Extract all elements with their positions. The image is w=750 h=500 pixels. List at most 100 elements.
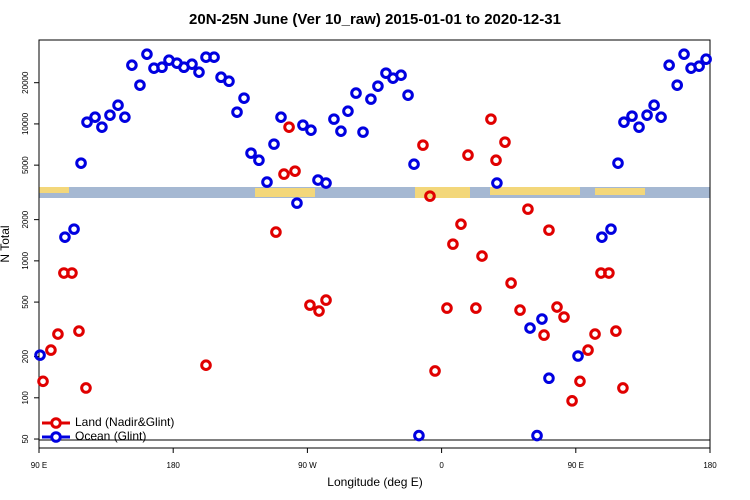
- legend-marker: [50, 417, 62, 429]
- point: [589, 328, 601, 340]
- point: [305, 124, 317, 136]
- point: [491, 177, 503, 189]
- point: [372, 80, 384, 92]
- point: [641, 109, 653, 121]
- legend-label: Land (Nadir&Glint): [75, 415, 174, 429]
- point: [313, 305, 325, 317]
- point: [551, 301, 563, 313]
- point: [395, 69, 407, 81]
- point: [605, 223, 617, 235]
- point: [618, 116, 630, 128]
- point: [268, 138, 280, 150]
- point: [476, 250, 488, 262]
- map-ocean: [39, 187, 710, 198]
- point: [297, 119, 309, 131]
- y-tick-label: 10000: [21, 112, 30, 135]
- point: [350, 87, 362, 99]
- point: [543, 224, 555, 236]
- y-tick-label: 2000: [21, 210, 30, 228]
- map-land: [39, 187, 69, 193]
- point: [522, 203, 534, 215]
- x-axis-label: Longitude (deg E): [327, 475, 422, 489]
- point: [543, 372, 555, 385]
- point: [499, 136, 511, 148]
- point: [320, 294, 332, 306]
- y-tick-label: 200: [21, 349, 30, 363]
- point: [538, 329, 550, 341]
- point: [270, 226, 282, 238]
- map-land: [595, 188, 645, 195]
- point: [648, 99, 660, 111]
- x-tick-label: 90 W: [298, 461, 317, 470]
- point: [678, 48, 690, 60]
- point: [536, 313, 548, 325]
- point: [663, 59, 675, 71]
- point: [424, 190, 436, 202]
- point: [59, 231, 71, 243]
- point: [75, 157, 87, 169]
- point: [572, 350, 584, 362]
- point: [626, 110, 638, 122]
- point: [126, 59, 138, 71]
- y-tick-label: 5000: [21, 156, 30, 174]
- point: [582, 344, 594, 356]
- point: [429, 365, 441, 377]
- point: [291, 197, 303, 209]
- map-strip: [39, 187, 710, 198]
- point: [335, 125, 347, 137]
- point: [304, 299, 316, 311]
- point: [238, 92, 250, 104]
- point: [417, 139, 429, 151]
- point: [320, 177, 332, 189]
- point: [408, 158, 420, 170]
- point: [231, 106, 243, 118]
- y-axis-label: N Total: [0, 225, 12, 262]
- point: [245, 147, 257, 159]
- point: [574, 375, 586, 388]
- point: [283, 121, 295, 133]
- point: [596, 231, 608, 243]
- point: [34, 349, 46, 361]
- point: [200, 359, 212, 372]
- x-tick-label: 0: [439, 461, 444, 470]
- point: [441, 302, 453, 314]
- legend-label: Ocean (Glint): [75, 429, 146, 443]
- point: [342, 105, 354, 117]
- point: [610, 325, 622, 337]
- point: [700, 53, 712, 65]
- point: [413, 429, 425, 442]
- point: [514, 304, 526, 316]
- point: [68, 223, 80, 235]
- point: [357, 126, 369, 138]
- chart-title: 20N-25N June (Ver 10_raw) 2015-01-01 to …: [189, 11, 561, 28]
- point: [52, 328, 64, 340]
- point: [112, 99, 124, 111]
- point: [156, 61, 168, 74]
- point: [671, 79, 683, 91]
- point: [275, 111, 287, 123]
- point: [73, 325, 85, 337]
- point: [328, 113, 340, 125]
- x-tick-label: 90 E: [31, 461, 47, 470]
- point: [447, 238, 459, 250]
- point: [96, 121, 108, 133]
- point: [37, 375, 49, 388]
- point: [524, 322, 536, 334]
- point: [193, 66, 205, 78]
- y-tick-label: 500: [21, 295, 30, 309]
- point: [566, 395, 578, 407]
- point: [490, 154, 502, 167]
- point: [119, 111, 131, 123]
- map-land: [490, 187, 580, 195]
- point: [612, 157, 624, 169]
- map-land: [255, 188, 315, 197]
- point: [462, 149, 474, 161]
- point: [470, 302, 482, 314]
- point: [617, 382, 629, 394]
- point: [45, 344, 57, 356]
- point: [455, 218, 467, 230]
- y-tick-label: 1000: [21, 251, 30, 269]
- point: [289, 165, 301, 177]
- x-tick-label: 180: [703, 461, 717, 470]
- point: [505, 277, 517, 289]
